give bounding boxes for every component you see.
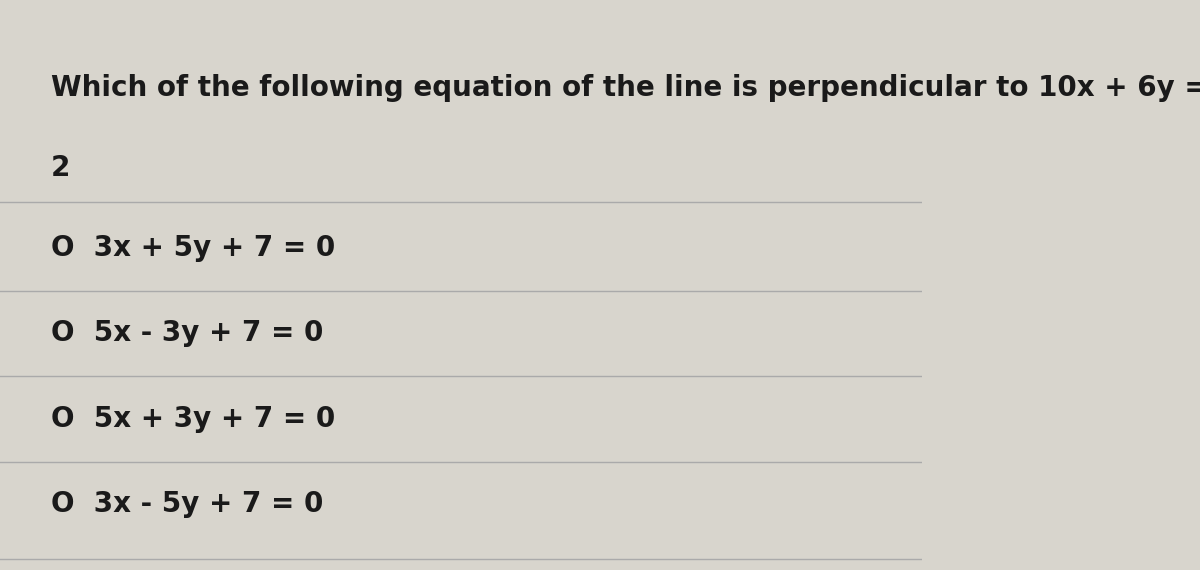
- Text: O  5x - 3y + 7 = 0: O 5x - 3y + 7 = 0: [50, 319, 323, 348]
- Text: O  5x + 3y + 7 = 0: O 5x + 3y + 7 = 0: [50, 405, 335, 433]
- Text: O  3x - 5y + 7 = 0: O 3x - 5y + 7 = 0: [50, 490, 323, 519]
- Text: 2: 2: [50, 154, 70, 182]
- Text: Which of the following equation of the line is perpendicular to 10x + 6y =: Which of the following equation of the l…: [50, 74, 1200, 102]
- Text: O  3x + 5y + 7 = 0: O 3x + 5y + 7 = 0: [50, 234, 335, 262]
